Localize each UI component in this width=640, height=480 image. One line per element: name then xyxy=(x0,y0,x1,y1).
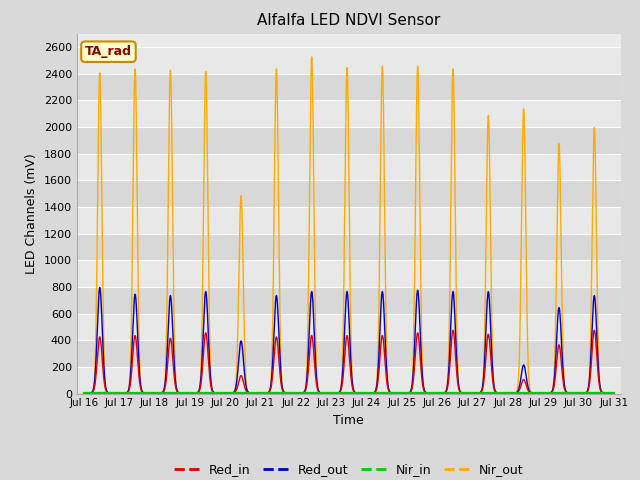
Bar xyxy=(77,47,621,73)
Y-axis label: LED Channels (mV): LED Channels (mV) xyxy=(25,153,38,274)
Bar xyxy=(77,127,621,154)
Bar xyxy=(77,313,621,340)
Bar xyxy=(77,287,621,313)
Bar xyxy=(77,260,621,287)
Title: Alfalfa LED NDVI Sensor: Alfalfa LED NDVI Sensor xyxy=(257,13,440,28)
Bar xyxy=(77,180,621,207)
Legend: Red_in, Red_out, Nir_in, Nir_out: Red_in, Red_out, Nir_in, Nir_out xyxy=(169,458,529,480)
Bar xyxy=(77,73,621,100)
Bar xyxy=(77,340,621,367)
Bar xyxy=(77,234,621,260)
Bar xyxy=(77,154,621,180)
Bar xyxy=(77,207,621,234)
Bar xyxy=(77,100,621,127)
X-axis label: Time: Time xyxy=(333,414,364,427)
Bar xyxy=(77,367,621,394)
Text: TA_rad: TA_rad xyxy=(85,45,132,58)
